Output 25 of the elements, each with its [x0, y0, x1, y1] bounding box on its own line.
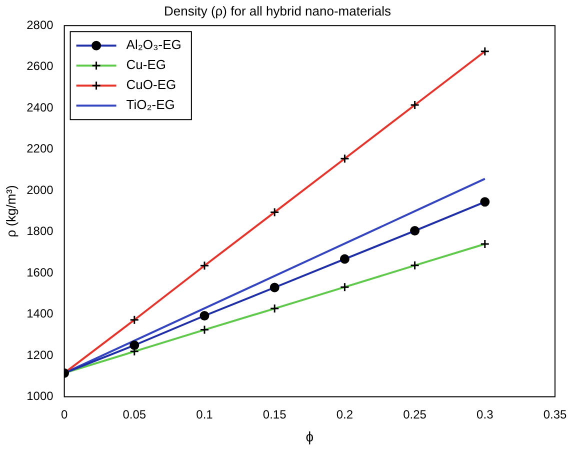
- x-tick-label: 0: [60, 407, 68, 422]
- x-axis-title: ϕ: [306, 428, 314, 444]
- chart-title: Density (ρ) for all hybrid nano-materials: [164, 3, 392, 18]
- y-tick-label: 2600: [26, 59, 54, 74]
- x-tick-label: 0.05: [122, 407, 146, 422]
- y-tick-label: 1000: [26, 389, 54, 404]
- y-axis-title: ρ (kg/m³): [3, 185, 18, 238]
- legend-label: TiO₂-EG: [126, 97, 175, 112]
- legend-label: Al₂O₃-EG: [126, 37, 182, 52]
- y-tick-label: 1800: [26, 224, 54, 238]
- x-tick-label: 0.15: [262, 407, 287, 422]
- x-tick-label: 0.1: [196, 407, 214, 422]
- x-tick-label: 0.2: [336, 407, 354, 422]
- y-tick-label: 2000: [26, 182, 54, 197]
- y-tick-label: 1600: [26, 265, 54, 280]
- y-tick-label: 1200: [26, 348, 54, 362]
- legend-label: CuO-EG: [126, 77, 176, 92]
- y-tick-label: 2400: [26, 100, 54, 114]
- y-tick-label: 2200: [26, 142, 54, 156]
- x-tick-label: 0.3: [476, 407, 494, 422]
- legend-label: Cu-EG: [126, 57, 166, 72]
- y-tick-label: 1400: [26, 306, 54, 321]
- y-tick-label: 2800: [26, 18, 54, 32]
- x-tick-label: 0.25: [403, 407, 427, 422]
- x-tick-label: 0.35: [543, 407, 567, 422]
